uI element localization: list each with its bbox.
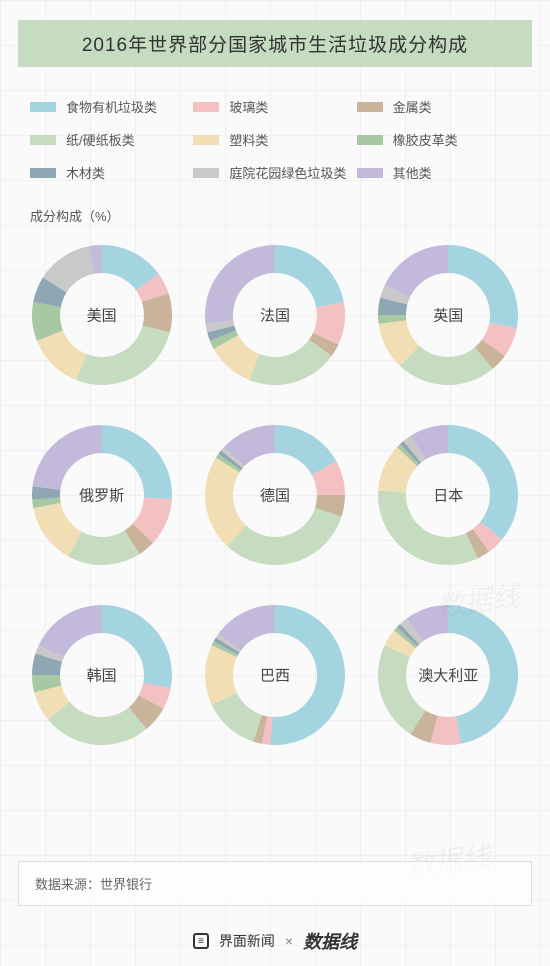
donut-segment [385, 245, 448, 297]
legend-label: 其他类 [393, 163, 432, 182]
donut-chart: 法国 [195, 235, 355, 395]
legend-label: 玻璃类 [229, 97, 268, 116]
legend-swatch [193, 135, 219, 145]
legend-label: 橡胶皮革类 [393, 130, 458, 149]
donut-label: 日本 [433, 485, 463, 506]
donut-label: 韩国 [87, 665, 117, 686]
legend-item: 玻璃类 [193, 97, 356, 116]
legend-label: 塑料类 [229, 130, 268, 149]
donut-label: 法国 [260, 305, 290, 326]
legend-swatch [30, 135, 56, 145]
donut-segment [76, 325, 170, 385]
legend-item: 木材类 [30, 163, 193, 182]
legend-item: 其他类 [357, 163, 520, 182]
donut-segment [38, 605, 101, 657]
donut-chart: 俄罗斯 [22, 415, 182, 575]
legend-swatch [357, 102, 383, 112]
legend-item: 塑料类 [193, 130, 356, 149]
donut-label: 德国 [260, 485, 290, 506]
legend-swatch [30, 168, 56, 178]
donut-chart: 日本 [368, 415, 528, 575]
legend-item: 金属类 [357, 97, 520, 116]
legend-label: 木材类 [66, 163, 105, 182]
donut-chart: 美国 [22, 235, 182, 395]
donut-segment [378, 645, 425, 734]
legend-label: 金属类 [393, 97, 432, 116]
brand1-label: 界面新闻 [219, 931, 275, 951]
source-label: 数据来源：世界银行 [35, 877, 152, 892]
legend-item: 纸/硬纸板类 [30, 130, 193, 149]
source-box: 数据来源：世界银行 [18, 861, 532, 906]
donut-label: 巴西 [260, 665, 290, 686]
legend: 食物有机垃圾类 玻璃类 金属类纸/硬纸板类 塑料类 橡胶皮革类木材类 庭院花园绿色垃圾类 其… [30, 97, 520, 196]
footer: ≡ 界面新闻 × 数据线 [0, 928, 550, 954]
legend-swatch [357, 168, 383, 178]
legend-swatch [357, 135, 383, 145]
donut-chart: 巴西 [195, 595, 355, 755]
donut-chart: 澳大利亚 [368, 595, 528, 755]
legend-swatch [193, 102, 219, 112]
donut-label: 澳大利亚 [418, 665, 478, 686]
brand-icon: ≡ [193, 933, 209, 949]
legend-item: 庭院花园绿色垃圾类 [193, 163, 356, 182]
donut-segment [32, 425, 101, 490]
legend-item: 橡胶皮革类 [357, 130, 520, 149]
axis-label: 成分构成（%） [30, 206, 550, 225]
donut-label: 美国 [87, 305, 117, 326]
donut-segment [275, 245, 344, 307]
title-bar: 2016年世界部分国家城市生活垃圾成分构成 [18, 20, 532, 67]
legend-item: 食物有机垃圾类 [30, 97, 193, 116]
donut-chart: 德国 [195, 415, 355, 575]
donut-chart: 英国 [368, 235, 528, 395]
legend-label: 食物有机垃圾类 [66, 97, 157, 116]
brand2-label: 数据线 [303, 928, 357, 954]
chart-grid: 美国 法国 英国俄罗斯 德国 日本韩国 巴西 澳大利亚 [0, 235, 550, 755]
legend-label: 庭院花园绿色垃圾类 [229, 163, 346, 182]
donut-label: 俄罗斯 [79, 485, 124, 506]
legend-swatch [30, 102, 56, 112]
donut-segment [227, 508, 341, 565]
legend-swatch [193, 168, 219, 178]
donut-segment [448, 425, 518, 540]
donut-segment [37, 330, 87, 380]
legend-label: 纸/硬纸板类 [66, 130, 135, 149]
donut-chart: 韩国 [22, 595, 182, 755]
page-title: 2016年世界部分国家城市生活垃圾成分构成 [18, 30, 532, 57]
donut-label: 英国 [433, 305, 463, 326]
separator: × [285, 933, 293, 949]
